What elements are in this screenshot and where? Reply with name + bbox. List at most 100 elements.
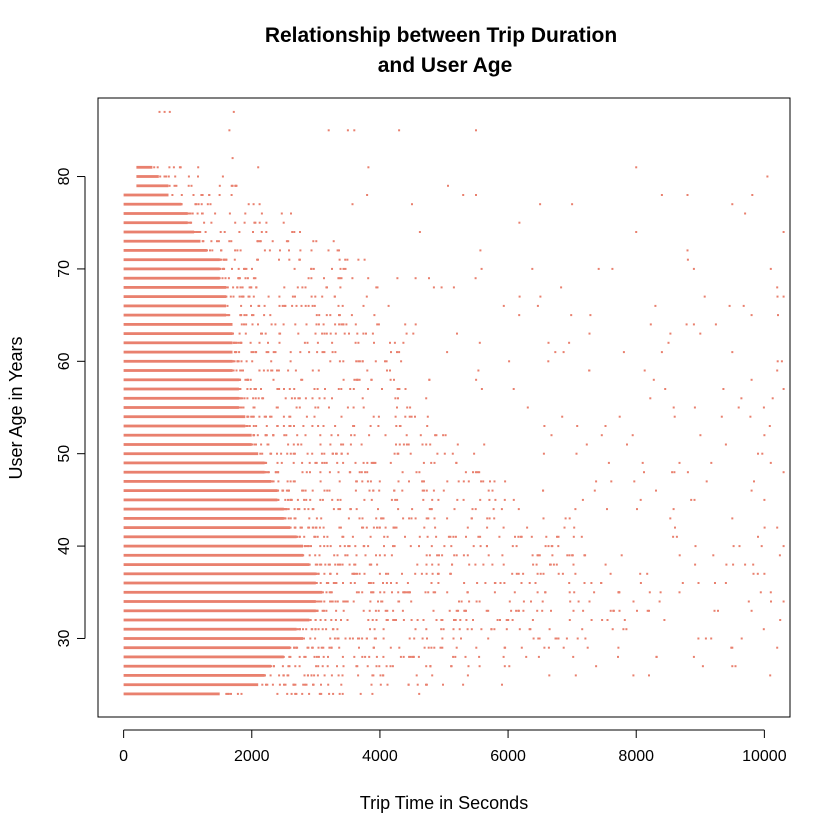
data-point: [319, 582, 322, 584]
data-point: [659, 591, 662, 594]
data-point: [744, 563, 747, 566]
data-point: [270, 665, 273, 668]
data-point: [251, 415, 254, 418]
data-point: [731, 665, 734, 668]
data-point: [310, 249, 313, 252]
data-point: [270, 415, 273, 418]
data-point: [732, 563, 735, 566]
data-point: [609, 609, 612, 612]
data-point: [282, 674, 285, 677]
data-point: [538, 554, 541, 557]
data-point: [353, 129, 356, 132]
data-point: [385, 360, 388, 363]
data-point: [306, 452, 309, 455]
data-point: [722, 388, 725, 390]
data-point: [304, 655, 307, 658]
data-point: [370, 461, 373, 464]
data-point: [314, 637, 317, 640]
data-point: [397, 452, 400, 455]
data-point: [287, 508, 290, 511]
data-point: [574, 508, 577, 511]
data-point: [471, 508, 474, 511]
data-point: [776, 369, 779, 372]
dense-point-band: [123, 581, 316, 585]
data-point: [249, 286, 252, 289]
data-point: [278, 332, 281, 335]
data-point: [228, 314, 231, 317]
data-point: [328, 471, 331, 474]
data-point: [671, 471, 674, 474]
data-point: [477, 369, 480, 372]
data-point: [187, 221, 190, 224]
data-point: [486, 545, 488, 548]
data-point: [512, 388, 515, 390]
data-point: [427, 591, 430, 594]
dense-point-band: [123, 424, 246, 428]
data-point: [369, 425, 372, 427]
data-point: [560, 286, 563, 289]
data-point: [337, 434, 340, 437]
data-point: [203, 221, 206, 224]
data-point: [317, 665, 320, 668]
data-point: [405, 434, 408, 437]
data-point: [327, 655, 329, 658]
data-point: [511, 545, 514, 548]
data-point: [261, 397, 264, 400]
data-point: [494, 498, 497, 501]
data-point: [282, 425, 285, 427]
data-point: [465, 609, 467, 612]
y-tick-label: 60: [56, 352, 73, 370]
data-point: [508, 665, 511, 668]
dense-point-band: [123, 323, 233, 326]
data-point: [306, 341, 309, 344]
data-point: [311, 397, 314, 400]
data-point: [455, 461, 458, 464]
data-point: [369, 480, 372, 483]
data-point: [404, 535, 406, 538]
data-point: [282, 415, 285, 418]
data-point: [601, 619, 604, 621]
data-point: [310, 628, 313, 631]
data-point: [267, 351, 270, 354]
data-point: [762, 406, 765, 409]
data-point: [580, 535, 583, 538]
data-point: [315, 655, 318, 658]
data-point: [489, 480, 491, 483]
data-point: [452, 628, 455, 631]
x-tick-label: 0: [119, 748, 128, 765]
data-point: [276, 452, 278, 455]
data-point: [168, 184, 171, 187]
data-point: [174, 175, 177, 178]
data-point: [186, 212, 189, 215]
data-point: [282, 221, 285, 224]
data-point: [398, 351, 401, 354]
x-tick-label: 10000: [742, 748, 787, 765]
data-point: [751, 194, 754, 196]
data-point: [422, 619, 425, 621]
data-point: [366, 471, 369, 474]
data-point: [226, 692, 229, 695]
data-point: [259, 452, 262, 455]
data-point: [408, 655, 411, 658]
data-point: [252, 314, 255, 317]
data-point: [557, 535, 560, 538]
data-point: [369, 600, 372, 603]
data-point: [532, 563, 535, 566]
data-point: [607, 461, 610, 464]
data-point: [488, 498, 491, 501]
data-point: [325, 591, 328, 594]
data-point: [692, 267, 695, 270]
data-point: [351, 572, 354, 575]
data-point: [672, 535, 675, 538]
data-point: [491, 563, 494, 566]
data-point: [252, 277, 255, 280]
data-point: [331, 267, 333, 270]
data-point: [508, 360, 511, 363]
data-point: [402, 443, 405, 446]
dense-point-band: [123, 396, 239, 400]
data-point: [507, 619, 510, 621]
data-point: [466, 628, 469, 631]
data-point: [341, 304, 344, 307]
data-point: [313, 674, 316, 677]
data-point: [398, 443, 401, 446]
